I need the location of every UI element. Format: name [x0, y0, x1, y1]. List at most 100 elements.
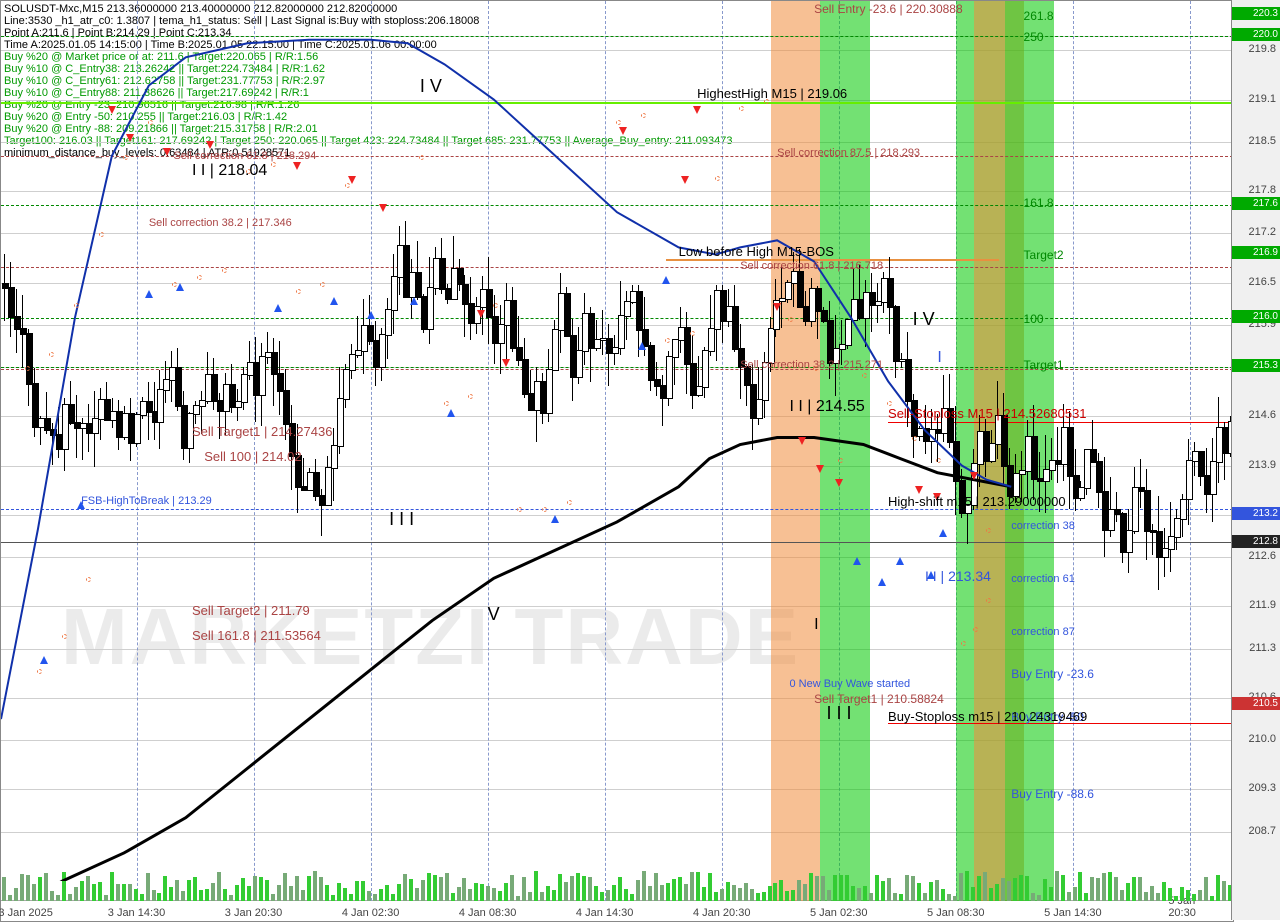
- volume-bar: [169, 887, 173, 901]
- chart-annotation: Buy-Stoploss m15 | 210.24319469: [888, 709, 1087, 724]
- volume-bar: [1126, 883, 1130, 901]
- volume-bar: [421, 880, 425, 901]
- volume-bar: [803, 884, 807, 901]
- y-accent: 216.9: [1232, 246, 1280, 259]
- volume-bar: [732, 885, 736, 901]
- volume-bar: [379, 889, 383, 901]
- volume-bar: [899, 894, 903, 901]
- psar-dot: [222, 268, 227, 273]
- y-tick: 208.7: [1248, 825, 1276, 837]
- psar-dot: [296, 289, 301, 294]
- psar-dot: [271, 162, 276, 167]
- volume-bar: [277, 885, 281, 901]
- x-tick: 5 Jan 08:30: [927, 907, 985, 919]
- volume-bar: [594, 886, 598, 901]
- volume-bar: [1162, 882, 1166, 901]
- volume-bar: [779, 880, 783, 901]
- volume-bar: [546, 886, 550, 901]
- psar-dot: [444, 401, 449, 406]
- volume-bar: [995, 884, 999, 901]
- chart-annotation: Sell correction 38.2 | 215.271: [740, 359, 883, 371]
- volume-bar: [923, 893, 927, 901]
- buy-arrow-icon: [40, 656, 48, 664]
- sell-arrow-icon: [126, 134, 134, 142]
- buy-arrow-icon: [330, 297, 338, 305]
- volume-bar: [486, 886, 490, 901]
- chart-annotation: Sell correction 61.8 | 218.294: [173, 150, 316, 162]
- y-accent: 216.0: [1232, 310, 1280, 323]
- buy-arrow-icon: [853, 557, 861, 565]
- chart-annotation: 250: [1024, 30, 1044, 44]
- volume-bar: [648, 886, 652, 901]
- chart-annotation: I V: [913, 309, 935, 330]
- volume-bar: [8, 895, 12, 901]
- chart-annotation: Sell Entry -23.6 | 220.30888: [814, 2, 963, 16]
- sell-arrow-icon: [477, 310, 485, 318]
- y-accent: 212.8: [1232, 535, 1280, 548]
- volume-bar: [80, 881, 84, 901]
- volume-bar: [1067, 892, 1071, 901]
- psar-dot: [74, 303, 79, 308]
- volume-bar: [797, 880, 801, 901]
- volume-bar: [1180, 887, 1184, 901]
- volume-bar: [785, 891, 789, 901]
- volume-bar: [1037, 895, 1041, 901]
- sell-arrow-icon: [502, 359, 510, 367]
- chart-annotation: V: [488, 604, 500, 625]
- chart-annotation: Sell correction 61.8 | 216.718: [740, 260, 883, 272]
- volume-bar: [74, 887, 78, 901]
- volume-bar: [756, 893, 760, 901]
- chart-annotation: HighestHigh M15 | 219.06: [697, 86, 847, 101]
- chart-annotation: 0 New Buy Wave started: [789, 678, 910, 690]
- volume-bar: [516, 896, 520, 901]
- volume-bar: [331, 895, 335, 901]
- y-tick: 214.6: [1248, 409, 1276, 421]
- chart-annotation: I I | 218.04: [192, 162, 267, 180]
- volume-bar: [857, 888, 861, 901]
- volume-bar: [367, 891, 371, 901]
- buy-arrow-icon: [638, 342, 646, 350]
- psar-dot: [838, 458, 843, 463]
- psar-dot: [197, 275, 202, 280]
- volume-bar: [373, 894, 377, 902]
- volume-bar: [175, 880, 179, 901]
- buy-arrow-icon: [662, 276, 670, 284]
- volume-bar: [289, 886, 293, 901]
- volume-bar: [624, 889, 628, 901]
- sell-arrow-icon: [163, 148, 171, 156]
- volume-bar: [104, 895, 108, 901]
- sell-arrow-icon: [619, 127, 627, 135]
- volume-bar: [492, 888, 496, 901]
- volume-bar: [56, 895, 60, 901]
- volume-bar: [893, 893, 897, 901]
- buy-arrow-icon: [274, 304, 282, 312]
- y-tick: 211.9: [1249, 599, 1276, 611]
- volume-bar: [451, 893, 455, 901]
- volume-bar: [720, 889, 724, 901]
- volume-bar: [1096, 878, 1100, 901]
- volume-bar: [636, 880, 640, 901]
- volume-bar: [540, 892, 544, 901]
- volume-bar: [480, 884, 484, 901]
- psar-dot: [37, 669, 42, 674]
- chart-annotation: correction 38: [1011, 520, 1075, 532]
- sell-arrow-icon: [379, 204, 387, 212]
- volume-bar: [887, 878, 891, 901]
- volume-bar: [1144, 892, 1148, 901]
- price-chart[interactable]: MARKETZI TRADE 3 Jan 20253 Jan 14:303 Ja…: [0, 0, 1234, 922]
- y-accent: 220.0: [1232, 28, 1280, 41]
- volume-bar: [355, 881, 359, 901]
- psar-dot: [986, 528, 991, 533]
- chart-annotation: 161.8: [1024, 196, 1054, 210]
- y-tick: 210.0: [1248, 733, 1276, 745]
- volume-bar: [498, 891, 502, 901]
- y-tick: 217.8: [1248, 184, 1276, 196]
- volume-bar: [415, 888, 419, 901]
- volume-bar: [50, 891, 54, 901]
- chart-annotation: Buy Entry -23.6: [1011, 667, 1094, 681]
- chart-annotation: Buy Entry -88.6: [1011, 787, 1094, 801]
- psar-dot: [567, 500, 572, 505]
- buy-arrow-icon: [551, 515, 559, 523]
- volume-bar: [929, 882, 933, 902]
- sell-arrow-icon: [693, 106, 701, 114]
